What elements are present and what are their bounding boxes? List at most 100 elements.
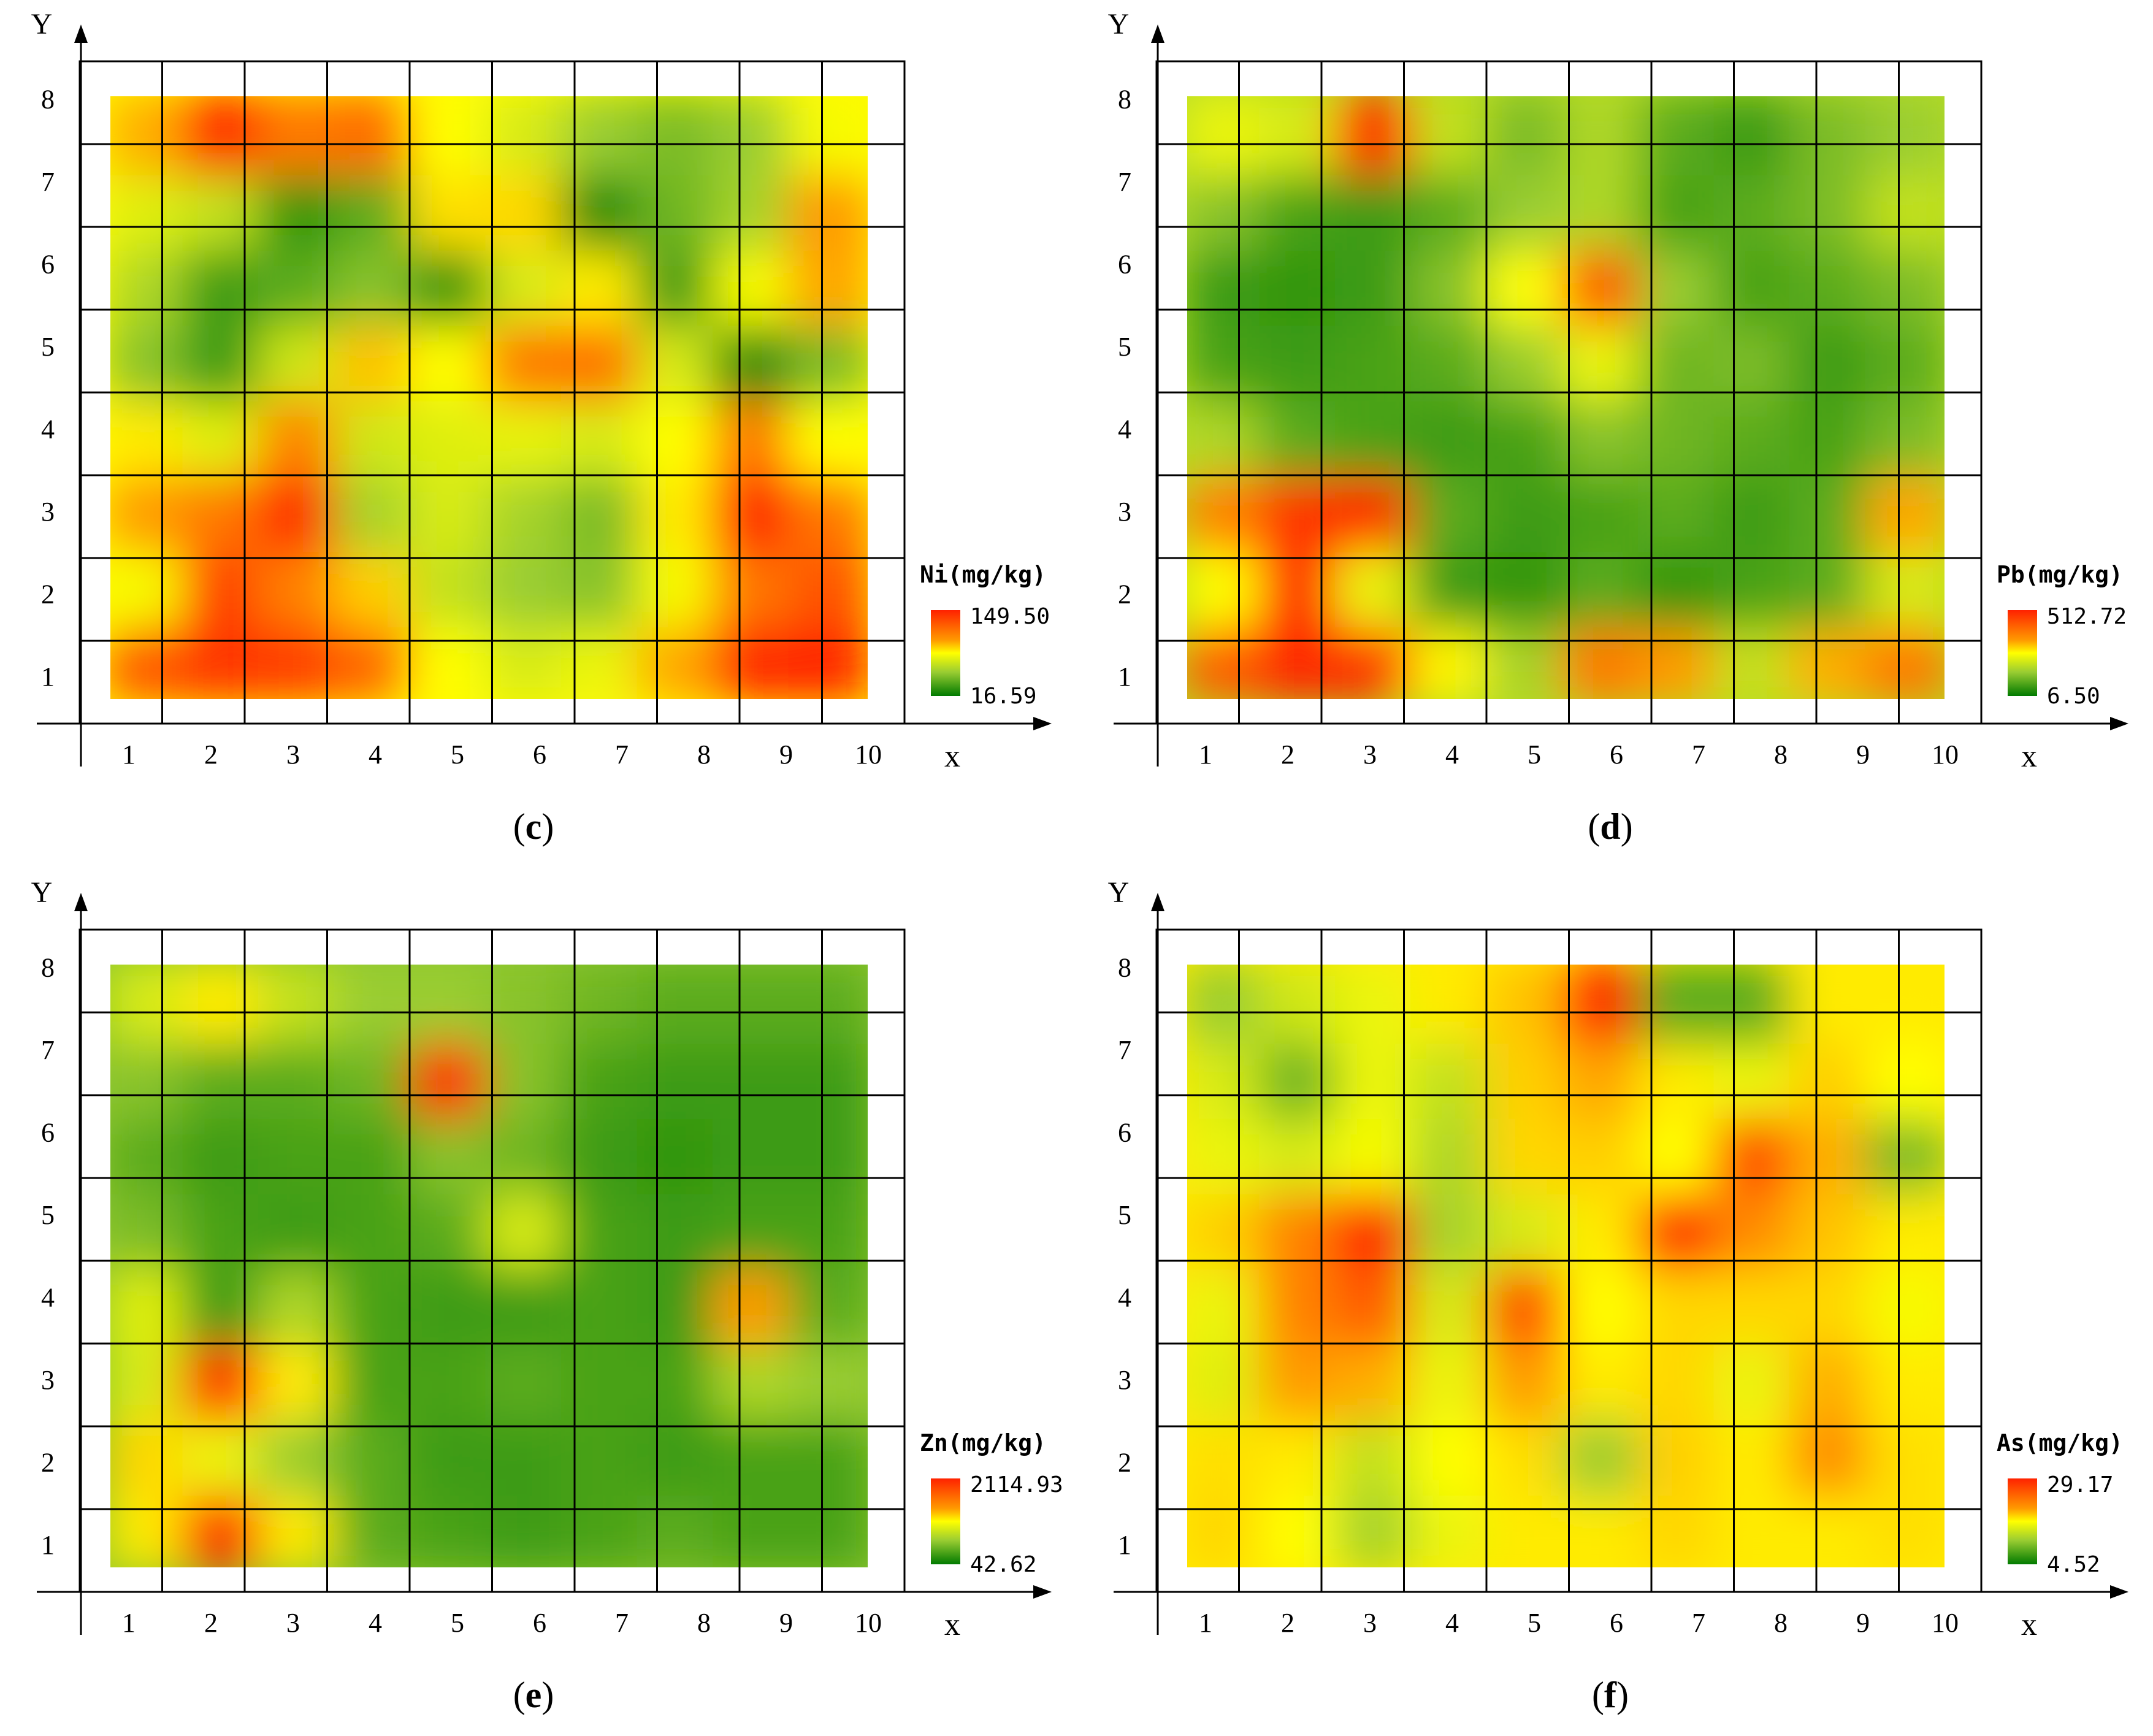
heatmap-cell [1638, 469, 1721, 553]
heatmap-cell [1259, 1262, 1342, 1345]
heatmap-cell [334, 318, 417, 402]
heatmap-cell [1713, 1337, 1797, 1421]
heatmap-cell [182, 96, 266, 175]
caption-letter: f [1604, 1675, 1617, 1715]
caption-open-paren: ( [513, 806, 526, 847]
heatmap-cell [1865, 1413, 1945, 1496]
heatmap-cell [258, 394, 342, 477]
heatmap-cell [182, 167, 266, 251]
heatmap-cell [110, 167, 190, 251]
heatmap-cell [637, 620, 720, 699]
heatmap-cell [334, 96, 417, 175]
heatmap-cell [1259, 469, 1342, 553]
y-axis-arrow-icon [1151, 893, 1164, 911]
heatmap-cell [1335, 545, 1418, 628]
heatmap-cell [788, 1413, 868, 1496]
heatmap-cell [258, 620, 342, 699]
heatmap-cell [258, 1488, 342, 1567]
heatmap-cell [713, 965, 796, 1044]
heatmap-cell [1335, 1262, 1418, 1345]
heatmap-cell [485, 620, 568, 699]
heatmap-cell [1259, 1187, 1342, 1270]
heatmap-cell [1259, 96, 1342, 175]
x-tick-label: 7 [1692, 1608, 1705, 1638]
caption-letter: c [526, 806, 542, 847]
heatmap-cell [258, 96, 342, 175]
heatmap-cell [110, 469, 190, 553]
y-tick-label: 1 [1118, 1530, 1131, 1560]
heatmap-cell [1187, 545, 1267, 628]
x-tick-label: 3 [1363, 1608, 1377, 1638]
heatmap-cell [637, 1187, 720, 1270]
x-tick-label: 9 [1856, 740, 1870, 770]
x-tick-label: 4 [369, 1608, 382, 1638]
y-tick-label: 3 [41, 1365, 55, 1395]
heatmap-cell [637, 167, 720, 251]
heatmap-cell [1562, 1488, 1645, 1567]
x-tick-label: 2 [1281, 740, 1294, 770]
heatmap-cell [410, 1262, 493, 1345]
heatmap-cell [334, 1413, 417, 1496]
heatmap-cell [1486, 167, 1570, 251]
heatmap-cell [713, 1262, 796, 1345]
heatmap-cell [1410, 243, 1494, 326]
x-tick-label: 4 [1445, 1608, 1459, 1638]
heatmap-cell [561, 243, 644, 326]
heatmap-cell [561, 1413, 644, 1496]
x-tick-label: 9 [779, 1608, 793, 1638]
y-tick-label: 3 [1118, 1365, 1131, 1395]
heatmap-cell [1789, 1413, 1873, 1496]
heatmap-cell [713, 167, 796, 251]
heatmap-cell [334, 1488, 417, 1567]
heatmap-cell [1259, 620, 1342, 699]
heatmap-cell [258, 1413, 342, 1496]
heatmap-cell [1562, 1337, 1645, 1421]
caption-open-paren: ( [1592, 1675, 1604, 1715]
y-tick-label: 5 [1118, 1200, 1131, 1230]
heatmap-cell [258, 1262, 342, 1345]
x-tick-label: 1 [1199, 1608, 1212, 1638]
heatmap-cell [561, 1187, 644, 1270]
heatmap-cell [1259, 965, 1342, 1044]
heatmap-cell [1562, 243, 1645, 326]
heatmap-cell [485, 318, 568, 402]
y-tick-label: 2 [41, 579, 55, 610]
heatmap-cell [410, 1488, 493, 1567]
heatmap-cell [1410, 965, 1494, 1044]
heatmap-cell [1187, 1111, 1267, 1195]
heatmap-cell [1187, 1488, 1267, 1567]
y-tick-label: 6 [41, 250, 55, 280]
heatmap-cell [1562, 167, 1645, 251]
heatmap-cell [1486, 965, 1570, 1044]
heatmap-cell [334, 394, 417, 477]
heatmap-cell [1562, 394, 1645, 477]
grid [78, 60, 906, 725]
heatmap-cell [637, 1262, 720, 1345]
heatmap-cell [1335, 1413, 1418, 1496]
heatmap-cell [1865, 469, 1945, 553]
heatmap-cell [258, 243, 342, 326]
heatmap-cell [258, 545, 342, 628]
x-tick-label: 4 [369, 740, 382, 770]
heatmap-cell [1865, 1187, 1945, 1270]
caption-letter: e [526, 1675, 542, 1715]
heatmap-cell [1410, 1337, 1494, 1421]
heatmap-cell [334, 1337, 417, 1421]
x-tick-label: 9 [779, 740, 793, 770]
x-tick-label: 3 [1363, 740, 1377, 770]
heatmap-cell [182, 318, 266, 402]
heatmap-cell [1562, 318, 1645, 402]
heatmap-cell [1410, 1111, 1494, 1195]
caption-open-paren: ( [1588, 806, 1600, 847]
heatmap-cell [1789, 1036, 1873, 1119]
heatmap-cell [1638, 167, 1721, 251]
x-axis-label: x [944, 739, 960, 774]
chart-c: 1 2 3 4 5 6 7 8 9 10 1 2 3 4 5 6 7 8 x Y Ni(mg/kg) 149.50 16.5… [31, 8, 1052, 847]
y-tick-label: 7 [41, 1035, 55, 1065]
heatmap-cell [561, 545, 644, 628]
heatmap-cell [1789, 1111, 1873, 1195]
heatmap-cell [1713, 545, 1797, 628]
heatmap-cell [485, 1262, 568, 1345]
heatmap-cell [1486, 318, 1570, 402]
heatmap-cell [1335, 965, 1418, 1044]
